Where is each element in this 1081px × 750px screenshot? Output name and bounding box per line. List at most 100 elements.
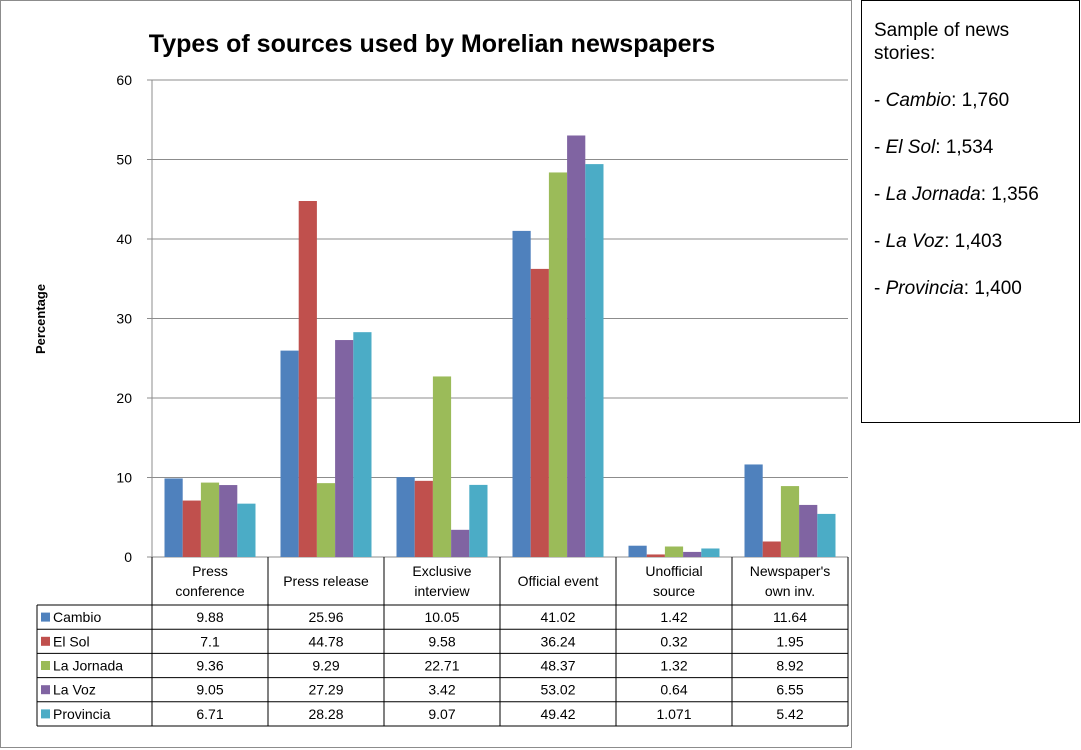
legend-label: La Voz — [53, 682, 96, 698]
bar-cambio — [512, 230, 531, 558]
table-cell-value: 41.02 — [540, 609, 575, 625]
bar-provincia — [585, 164, 604, 557]
note-item-name: Provincia — [885, 278, 964, 299]
table-cell-value: 8.92 — [776, 658, 803, 674]
x-category-label: Unofficial — [645, 563, 702, 579]
table-cell-value: 3.42 — [428, 682, 455, 698]
bar-el-sol — [182, 500, 201, 557]
x-category-label: Press — [192, 563, 228, 579]
bar-provincia — [469, 484, 488, 557]
legend-swatch-provincia — [41, 709, 50, 719]
y-tick-label: 60 — [116, 72, 132, 88]
note-heading: Sample of news stories: — [874, 20, 1010, 64]
bar-cambio — [164, 478, 183, 557]
table-cell-value: 10.05 — [424, 609, 459, 625]
bar-la-jornada — [316, 483, 336, 557]
sample-note-box: Sample of news stories: - Cambio: 1,760 … — [861, 0, 1080, 423]
bar-el-sol — [762, 541, 781, 557]
bar-cambio — [628, 545, 647, 557]
table-cell-value: 1.071 — [656, 706, 691, 722]
note-item-la-jornada: - La Jornada: 1,356 — [874, 184, 1039, 205]
note-item-value: 1,760 — [961, 90, 1010, 111]
table-cell-value: 28.28 — [308, 706, 343, 722]
table-cell-value: 6.55 — [776, 682, 803, 698]
y-tick-label: 0 — [124, 549, 132, 565]
bar-chart: Types of sources used by Morelian newspa… — [33, 30, 849, 727]
bar-provincia — [353, 332, 372, 557]
table-cell-value: 7.1 — [200, 633, 220, 649]
bar-cambio — [280, 350, 299, 557]
note-item-value: 1,356 — [991, 184, 1039, 205]
legend-swatch-el-sol — [41, 636, 50, 646]
table-cell-value: 1.95 — [776, 633, 803, 649]
table-cell-value: 9.88 — [196, 609, 223, 625]
table-cell-value: 9.36 — [196, 658, 223, 674]
x-category-label: conference — [175, 583, 244, 599]
legend-swatch-la-jornada — [41, 661, 50, 670]
bar-provincia — [817, 513, 836, 557]
bar-la-voz — [799, 504, 818, 557]
y-axis-label: Percentage — [33, 284, 48, 354]
bar-la-jornada — [664, 546, 684, 557]
chart-title: Types of sources used by Morelian newspa… — [149, 30, 715, 58]
table-cell-value: 44.78 — [308, 633, 343, 649]
bar-la-voz — [219, 485, 238, 557]
table-cell-value: 9.07 — [428, 706, 455, 722]
chart-frame — [0, 0, 852, 748]
bar-la-jornada — [200, 482, 220, 557]
note-item-value: 1,403 — [954, 231, 1003, 252]
table-cell-value: 11.64 — [773, 609, 807, 625]
note-item-value: 1,400 — [974, 278, 1022, 299]
x-category-label: Newspaper's — [750, 563, 831, 579]
table-cell-value: 9.29 — [312, 658, 339, 674]
bar-la-jornada — [780, 486, 800, 557]
table-cell-value: 9.05 — [196, 682, 223, 698]
x-category-label: Press release — [283, 573, 369, 589]
legend-label: La Jornada — [53, 658, 123, 674]
bar-el-sol — [530, 268, 549, 557]
note-item-el-sol: - El Sol: 1,534 — [874, 137, 994, 158]
legend-label: Cambio — [53, 609, 101, 625]
x-category-label: Exclusive — [412, 563, 471, 579]
table-cell-value: 1.42 — [660, 609, 687, 625]
bar-cambio — [396, 477, 415, 557]
x-category-label: interview — [414, 583, 470, 599]
table-cell-value: 22.71 — [424, 658, 459, 674]
x-category-label: own inv. — [765, 583, 815, 599]
table-cell-value: 0.32 — [660, 633, 687, 649]
legend-swatch-cambio — [41, 612, 50, 622]
table-cell-value: 49.42 — [540, 706, 575, 722]
bar-el-sol — [414, 480, 433, 557]
table-cell-value: 48.37 — [540, 658, 575, 674]
note-item-name: La Voz — [885, 231, 945, 252]
y-tick-label: 20 — [116, 390, 132, 406]
bar-provincia — [237, 503, 256, 557]
bar-la-voz — [683, 551, 702, 557]
y-tick-label: 40 — [116, 231, 132, 247]
bar-la-voz — [451, 529, 470, 557]
note-item-provincia: - Provincia: 1,400 — [874, 278, 1022, 299]
table-cell-value: 6.71 — [196, 706, 223, 722]
note-item-value: 1,534 — [945, 137, 994, 158]
note-item-name: Cambio — [885, 90, 952, 111]
bar-provincia — [701, 548, 720, 557]
x-category-label: Official event — [518, 573, 599, 589]
table-cell-value: 27.29 — [308, 682, 343, 698]
y-tick-label: 10 — [116, 470, 132, 486]
note-item-cambio: - Cambio: 1,760 — [874, 90, 1010, 111]
bar-la-jornada — [432, 376, 452, 557]
bar-la-jornada — [548, 172, 568, 557]
note-item-name: La Jornada — [885, 184, 981, 205]
table-cell-value: 53.02 — [540, 682, 575, 698]
legend-swatch-la-voz — [41, 685, 50, 695]
bar-cambio — [744, 464, 763, 557]
bar-la-voz — [567, 135, 586, 557]
table-cell-value: 9.58 — [428, 633, 455, 649]
legend-label: El Sol — [53, 633, 90, 649]
table-cell-value: 25.96 — [308, 609, 343, 625]
table-cell-value: 36.24 — [540, 633, 575, 649]
x-category-label: source — [653, 583, 695, 599]
bar-el-sol — [298, 200, 317, 557]
bar-la-voz — [335, 340, 354, 557]
table-cell-value: 0.64 — [660, 682, 687, 698]
